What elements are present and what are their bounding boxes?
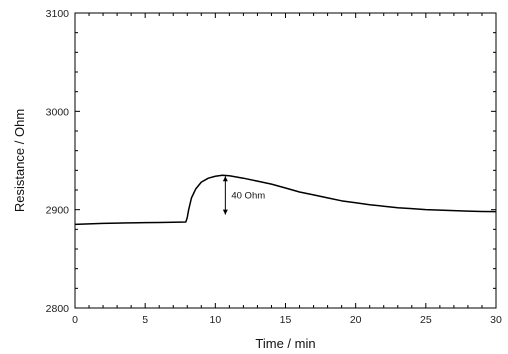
- y-tick-label: 3000: [46, 106, 70, 118]
- y-tick-label: 2900: [46, 205, 70, 217]
- x-tick-label: 15: [280, 314, 292, 326]
- x-tick-label: 10: [209, 314, 221, 326]
- y-axis-ticks: [75, 12, 496, 309]
- annotation-label: 40 Ohm: [231, 190, 265, 201]
- x-tick-labels: 0 5 10 15 20 25 30: [72, 314, 502, 326]
- y-tick-label: 3100: [46, 8, 70, 20]
- x-axis-ticks: [74, 13, 497, 308]
- x-tick-label: 25: [420, 314, 432, 326]
- plot-area-frame: [74, 12, 497, 309]
- y-tick-label: 2800: [46, 303, 70, 315]
- x-tick-label: 20: [350, 314, 362, 326]
- x-tick-label: 30: [490, 314, 502, 326]
- x-tick-label: 5: [142, 314, 148, 326]
- x-tick-label: 0: [72, 314, 78, 326]
- annotation-arrowhead-down: [222, 209, 228, 215]
- annotation-group: 40 Ohm: [222, 176, 265, 215]
- resistance-series-line: [74, 174, 497, 226]
- annotation-arrowhead-up: [222, 176, 228, 182]
- x-axis-title: Time / min: [255, 336, 315, 351]
- y-tick-labels: 2800 2900 3000 3100: [46, 8, 70, 315]
- y-axis-title: Resistance / Ohm: [12, 109, 27, 212]
